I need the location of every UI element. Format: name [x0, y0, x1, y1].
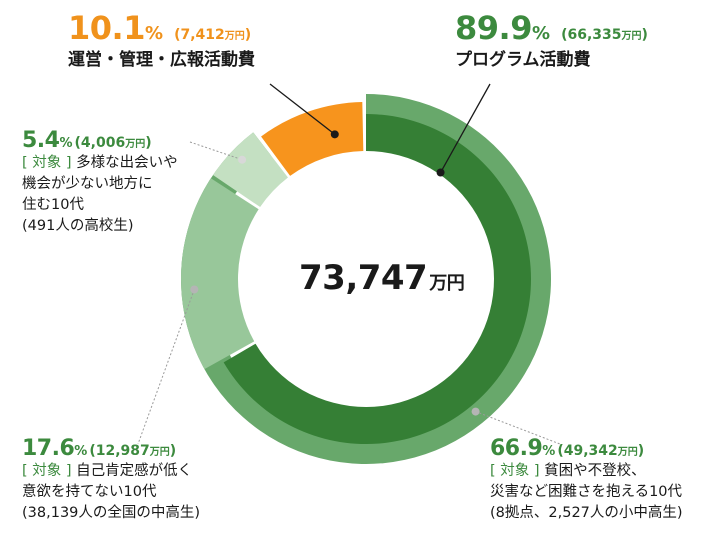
admin-name: 運営・管理・広報活動費 — [68, 49, 255, 70]
admin-percent: 10.1% — [68, 9, 163, 47]
total-amount: 73,747 万円 — [299, 258, 465, 298]
segment-66-9-amount: (49,342万円) — [557, 443, 645, 459]
segment-66-9-desc: [ 対象 ] 貧困や不登校、 災害など困難さを抱える10代 (8拠点、2,527… — [490, 463, 683, 522]
admin-label: 10.1% (7,412万円) 運営・管理・広報活動費 — [68, 10, 255, 70]
admin-leader — [269, 83, 336, 135]
segment-5-4-desc: [ 対象 ] 多様な出会いや 機会が少ない地方に 住む10代 (491人の高校生… — [22, 155, 178, 235]
segment-5-4-leader — [189, 141, 243, 161]
program-leader-dot — [436, 168, 445, 177]
program-percent: 89.9% — [455, 9, 550, 47]
segment-5-4-amount: (4,006万円) — [74, 135, 152, 151]
segment-17-6-leader — [137, 289, 195, 445]
segment-17-6-percent: 17.6% — [22, 436, 88, 461]
segment-17-6-label: 17.6% (12,987万円) [ 対象 ] 自己肯定感が低く 意欲を持てない1… — [22, 436, 200, 524]
segment-17-6-leader-dot — [190, 285, 199, 294]
segment-17-6-desc: [ 対象 ] 自己肯定感が低く 意欲を持てない10代 (38,139人の全国の中… — [22, 463, 201, 522]
admin-leader-dot — [330, 130, 339, 139]
segment-66-9-label: 66.9% (49,342万円) [ 対象 ] 貧困や不登校、 災害など困難さを抱… — [490, 436, 683, 524]
program-label: 89.9% (66,335万円) プログラム活動費 — [455, 10, 648, 70]
segment-5-4-label: 5.4% (4,006万円) [ 対象 ] 多様な出会いや 機会が少ない地方に 住… — [22, 128, 178, 237]
segment-5-4-percent: 5.4% — [22, 128, 73, 153]
program-amount: (66,335万円) — [561, 27, 648, 43]
segment-5-4-leader-dot — [238, 155, 247, 164]
admin-amount: (7,412万円) — [174, 27, 252, 43]
program-leader — [439, 83, 491, 173]
segment-66-9-percent: 66.9% — [490, 436, 556, 461]
leader-lines — [137, 83, 561, 445]
total-unit: 万円 — [429, 273, 465, 294]
segment-17-6-slice — [181, 178, 259, 370]
admin-slice — [261, 102, 364, 176]
program-name: プログラム活動費 — [455, 49, 591, 70]
segment-66-9-leader-dot — [471, 407, 480, 416]
segment-5-4-slice — [212, 132, 288, 208]
inner-ring — [181, 102, 531, 444]
total-value: 73,747 — [299, 258, 428, 298]
segment-17-6-amount: (12,987万円) — [89, 443, 177, 459]
segment-66-9-leader — [475, 411, 561, 445]
